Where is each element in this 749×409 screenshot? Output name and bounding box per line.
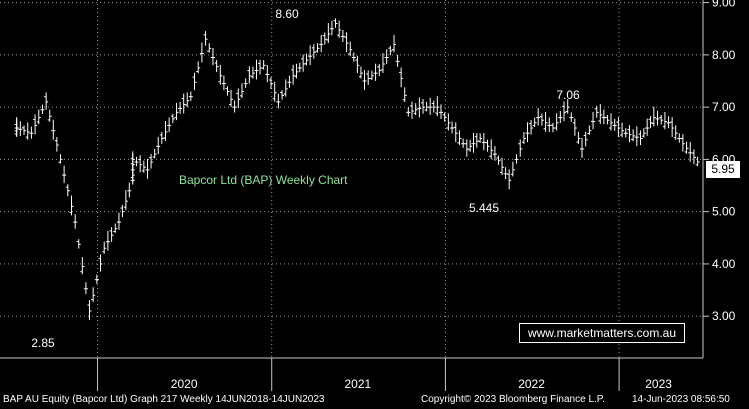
x-tick-labels: 2020 2021 2022 2023 [171, 377, 672, 391]
y-tick-label: 3.00 [712, 309, 736, 323]
price-annotation: 5.445 [469, 201, 499, 215]
watermark-link[interactable]: www.marketmatters.com.au [519, 323, 685, 343]
y-tick-label: 4.00 [712, 257, 736, 271]
status-left: BAP AU Equity (Bapcor Ltd) Graph 217 Wee… [3, 394, 325, 405]
y-tick-labels: 3.004.005.006.007.008.009.00 [712, 0, 736, 323]
grid-lines [0, 0, 709, 391]
y-tick-label: 8.00 [712, 48, 736, 62]
last-price-label: 5.95 [706, 161, 740, 178]
x-tick-label: 2020 [171, 377, 198, 391]
price-bars [14, 18, 700, 320]
price-chart: 3.004.005.006.007.008.009.00 2020 2021 202… [0, 0, 736, 391]
status-bar: BAP AU Equity (Bapcor Ltd) Graph 217 Wee… [0, 391, 749, 409]
price-annotations: 8.60 7.06 5.445 2.85 [31, 7, 580, 350]
price-annotation: 8.60 [275, 7, 299, 21]
status-timestamp: 14-Jun-2023 08:56:50 [632, 394, 730, 405]
price-annotation: 7.06 [556, 88, 580, 102]
y-tick-label: 7.00 [712, 100, 736, 114]
axes [0, 0, 704, 359]
chart-title: Bapcor Ltd (BAP) Weekly Chart [179, 173, 348, 187]
x-tick-label: 2021 [345, 377, 372, 391]
x-tick-label: 2022 [518, 377, 545, 391]
y-tick-label: 5.00 [712, 205, 736, 219]
price-annotation: 2.85 [31, 336, 55, 350]
status-copyright: Copyright© 2023 Bloomberg Finance L.P. [421, 394, 605, 405]
y-tick-label: 9.00 [712, 0, 736, 10]
x-tick-label: 2023 [645, 377, 672, 391]
